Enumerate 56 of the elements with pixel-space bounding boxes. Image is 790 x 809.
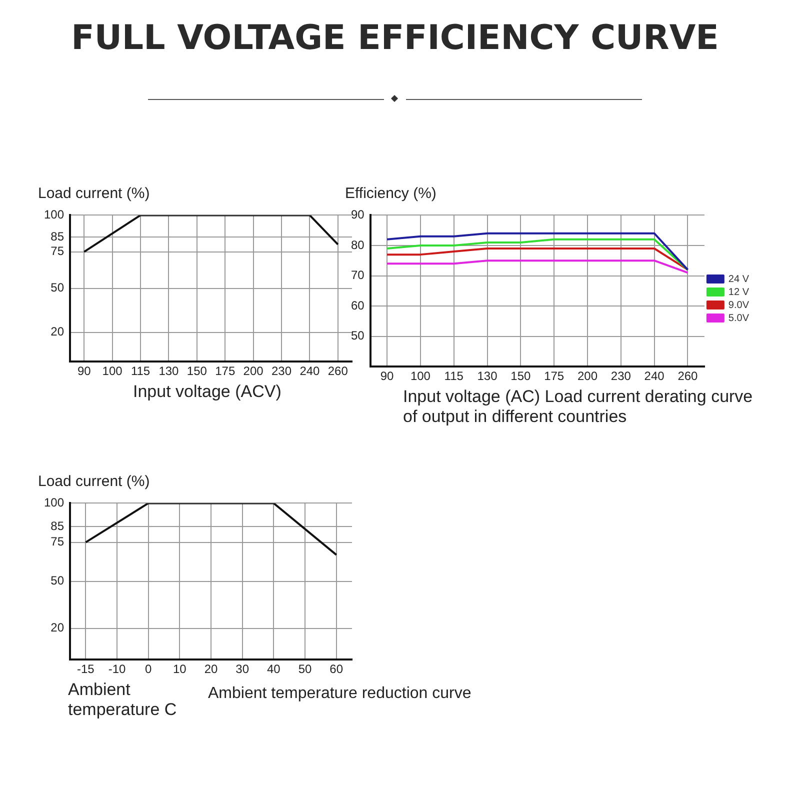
text: FULL VOLTAGE EFFICIENCY CURVE bbox=[70, 18, 720, 58]
x-tick-label: 240 bbox=[300, 364, 320, 378]
x-tick-label: 230 bbox=[271, 364, 292, 378]
y-tick-label: 70 bbox=[350, 268, 365, 282]
x-tick-label: 50 bbox=[298, 662, 312, 676]
x-tick-label: -15 bbox=[77, 662, 95, 676]
y-axis-title: Efficiency (%) bbox=[345, 185, 438, 202]
x-tick-label: 115 bbox=[444, 369, 464, 384]
x-tick-label: 30 bbox=[236, 662, 250, 676]
legend-label: 12 V bbox=[728, 286, 750, 298]
x-tick-label: 260 bbox=[678, 369, 698, 384]
x-tick-label: 150 bbox=[186, 364, 208, 378]
legend-label: 5.0V bbox=[728, 312, 750, 324]
x-tick-label: 200 bbox=[243, 364, 264, 378]
y-tick-label: 100 bbox=[44, 208, 64, 222]
y-tick-label: 85 bbox=[50, 229, 64, 244]
x-tick-label: 150 bbox=[510, 369, 532, 384]
y-tick-label: 75 bbox=[50, 534, 64, 549]
y-axis-title: Load current (%) bbox=[38, 185, 150, 202]
x-axis-title: Ambient temperature C bbox=[68, 680, 178, 720]
x-tick-label: 100 bbox=[410, 369, 431, 384]
y-tick-label: 85 bbox=[50, 518, 64, 533]
x-tick-label: 200 bbox=[577, 369, 598, 384]
text: Ambient temperature reduction curve bbox=[208, 685, 472, 703]
x-tick-label: 260 bbox=[328, 364, 348, 378]
y-tick-label: 100 bbox=[44, 496, 64, 510]
y-tick-label: 50 bbox=[350, 328, 365, 343]
x-tick-label: 240 bbox=[644, 369, 665, 384]
y-tick-label: 80 bbox=[350, 238, 365, 252]
y-tick-label: 50 bbox=[50, 280, 64, 295]
legend-label: 9.0V bbox=[728, 300, 750, 311]
x-tick-label: 10 bbox=[173, 662, 187, 676]
x-tick-label: 175 bbox=[215, 364, 236, 378]
x-tick-label: 130 bbox=[477, 369, 498, 384]
y-tick-label: 20 bbox=[50, 324, 64, 339]
x-tick-label: 175 bbox=[544, 369, 564, 384]
y-axis-title: Load current (%) bbox=[38, 473, 151, 490]
x-tick-label: 230 bbox=[610, 369, 632, 384]
y-tick-label: 20 bbox=[50, 620, 64, 635]
x-tick-label: 40 bbox=[266, 662, 281, 676]
y-tick-label: 75 bbox=[50, 244, 64, 258]
x-tick-label: 20 bbox=[204, 662, 218, 676]
x-axis-title: Input voltage (AC) Load current derating curve of output in different countries bbox=[403, 387, 754, 427]
x-tick-label: 115 bbox=[130, 364, 150, 378]
y-tick-label: 90 bbox=[350, 208, 365, 222]
legend-label: 24 V bbox=[728, 274, 750, 285]
x-axis-title: Input voltage (ACV) bbox=[133, 382, 282, 401]
y-tick-label: 50 bbox=[50, 574, 64, 588]
x-tick-label: 90 bbox=[77, 364, 92, 378]
x-tick-label: 0 bbox=[145, 662, 152, 676]
x-tick-label: -10 bbox=[108, 662, 126, 676]
y-tick-label: 60 bbox=[350, 298, 365, 312]
x-tick-label: 60 bbox=[330, 662, 344, 676]
x-tick-label: 130 bbox=[158, 364, 180, 378]
x-tick-label: 100 bbox=[102, 364, 123, 378]
x-tick-label: 90 bbox=[380, 369, 394, 384]
